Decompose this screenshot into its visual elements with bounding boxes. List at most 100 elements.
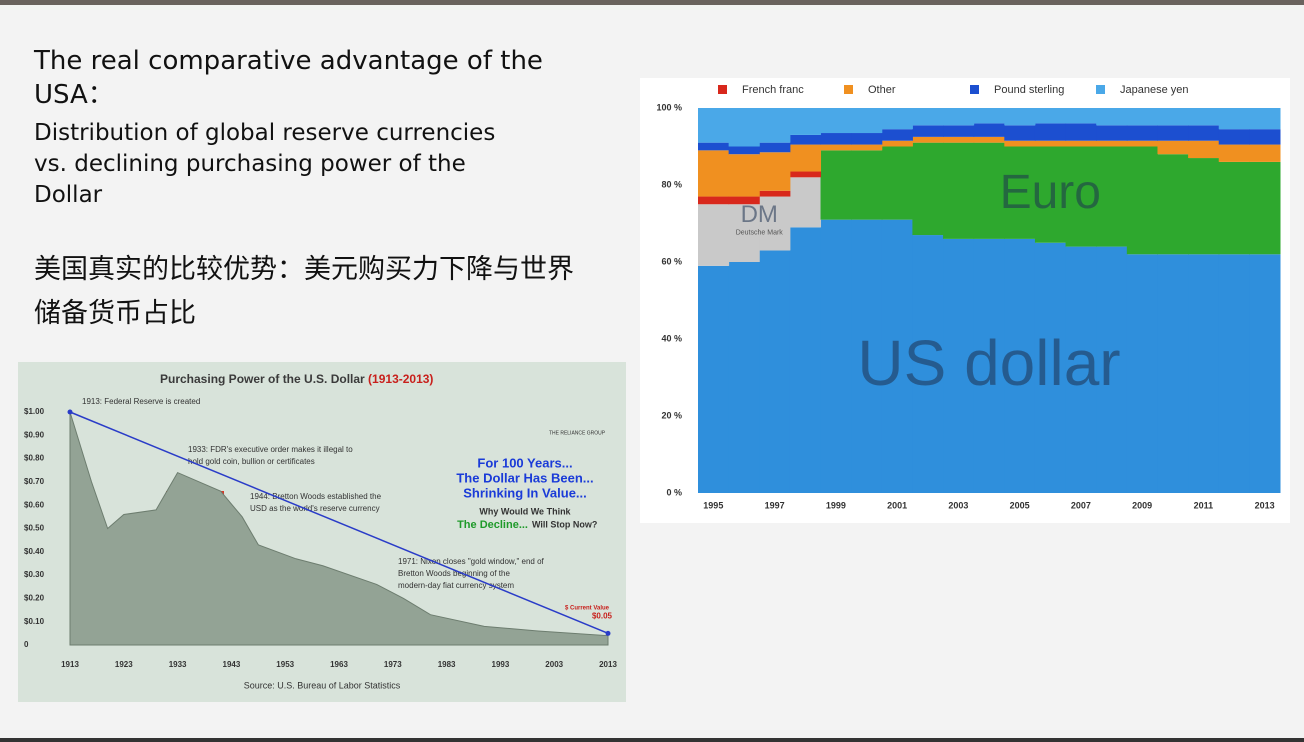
x-tick-label: 2013 <box>1255 500 1275 510</box>
chart1-title: Purchasing Power of the U.S. Dollar (191… <box>160 372 433 386</box>
annotation: hold gold coin, bullion or certificates <box>188 457 315 466</box>
bar-segment <box>698 142 730 151</box>
bar-segment <box>1249 144 1281 162</box>
marker <box>605 630 611 636</box>
bar-segment <box>912 142 944 236</box>
bar-segment <box>1157 140 1189 155</box>
bar-segment <box>759 108 791 143</box>
x-tick-label: 1999 <box>826 500 846 510</box>
bar-segment <box>820 108 852 134</box>
bar-segment <box>1188 140 1220 159</box>
bar-segment <box>728 108 760 147</box>
bar-segment <box>943 125 975 137</box>
bar-segment <box>1096 146 1128 247</box>
bar-segment <box>881 108 913 130</box>
bar-segment <box>851 133 883 145</box>
y-tick-label: $0.60 <box>24 500 45 509</box>
annotation: 1944: Bretton Woods established the <box>250 492 382 501</box>
x-tick-label: 2013 <box>599 660 617 669</box>
bar-segment <box>943 238 975 493</box>
bar-segment <box>1096 108 1128 126</box>
marker <box>67 409 73 415</box>
bar-segment <box>759 190 791 197</box>
bar-segment <box>789 144 822 172</box>
bar-segment <box>912 125 944 137</box>
x-tick-label: 1953 <box>276 660 294 669</box>
bar-segment <box>1218 161 1250 255</box>
y-tick-label: $0.10 <box>24 617 45 626</box>
bar-segment <box>820 133 852 145</box>
y-tick-label: $0.50 <box>24 524 45 533</box>
bar-segment <box>1188 254 1220 493</box>
y-tick-label: 20 % <box>661 410 682 420</box>
series-label: Euro <box>1000 166 1101 219</box>
y-tick-label: 60 % <box>661 256 682 266</box>
bar-segment <box>973 123 1005 137</box>
y-tick-label: $0.90 <box>24 430 45 439</box>
series-note: Deutsche Mark <box>736 229 784 236</box>
legend-label: Other <box>868 84 896 96</box>
slide-subtitle: Distribution of global reserve currencie… <box>34 120 496 208</box>
bar-segment <box>1126 108 1158 126</box>
bar-segment <box>973 238 1005 493</box>
annotation: The Dollar Has Been... <box>456 470 593 485</box>
slide-chinese: 美国真实的比较优势：美元购买力下降与世界储备货币占比 <box>34 254 574 329</box>
series-label: DM <box>741 201 778 228</box>
annotation: modern-day fiat currency system <box>398 581 514 590</box>
bar-segment <box>943 136 975 143</box>
y-tick-label: 0 <box>24 640 29 649</box>
annotation: Why Would We Think <box>479 506 571 516</box>
top-strip <box>0 0 1304 5</box>
bar-segment <box>1218 254 1250 493</box>
bar-segment <box>1096 125 1128 141</box>
bar-segment <box>728 146 760 155</box>
bar-segment <box>912 108 944 126</box>
chart1-source: Source: U.S. Bureau of Labor Statistics <box>244 680 401 690</box>
bottom-strip <box>0 738 1304 742</box>
bar-segment <box>759 250 791 493</box>
bar-segment <box>1218 144 1250 162</box>
bar-segment <box>1034 146 1067 243</box>
bar-segment <box>789 108 822 135</box>
x-tick-label: 1997 <box>765 500 785 510</box>
bar-segment <box>1218 108 1250 130</box>
bar-segment <box>1004 108 1036 126</box>
bar-segment <box>851 108 883 134</box>
bar-segment <box>973 136 1005 143</box>
bar-segment <box>820 144 852 151</box>
bar-segment <box>698 196 730 205</box>
x-tick-label: 2007 <box>1071 500 1091 510</box>
annotation: THE RELIANCE GROUP <box>549 430 606 436</box>
bar-segment <box>759 196 791 251</box>
bar-segment <box>851 150 883 220</box>
y-tick-label: 80 % <box>661 179 682 189</box>
x-tick-label: 1983 <box>438 660 456 669</box>
annotation: Bretton Woods beginning of the <box>398 569 510 578</box>
legend-label: Japanese yen <box>1120 84 1189 96</box>
bar-segment <box>789 227 822 493</box>
bar-segment <box>1096 246 1128 493</box>
bar-segment <box>728 262 760 493</box>
legend-swatch <box>1096 85 1105 94</box>
x-tick-label: 2009 <box>1132 500 1152 510</box>
bar-segment <box>1034 140 1067 147</box>
bar-segment <box>1249 254 1281 493</box>
bar-segment <box>698 204 730 266</box>
annotation: 1933: FDR's executive order makes it ill… <box>188 445 353 454</box>
bar-segment <box>1157 108 1189 126</box>
x-tick-label: 2011 <box>1194 500 1214 510</box>
y-tick-label: $0.20 <box>24 594 45 603</box>
x-tick-label: 1913 <box>61 660 79 669</box>
x-tick-label: 1973 <box>384 660 402 669</box>
slide-title: The real comparative advantage of the US… <box>34 46 543 110</box>
bar-segment <box>1188 158 1220 255</box>
bar-segment <box>1126 254 1158 493</box>
value-label: $0.05 <box>592 611 613 620</box>
bar-segment <box>881 146 913 220</box>
bar-segment <box>943 142 975 239</box>
bar-segment <box>1157 125 1189 141</box>
bar-segment <box>973 108 1005 124</box>
bar-segment <box>1126 125 1158 141</box>
bar-segment <box>973 142 1005 239</box>
